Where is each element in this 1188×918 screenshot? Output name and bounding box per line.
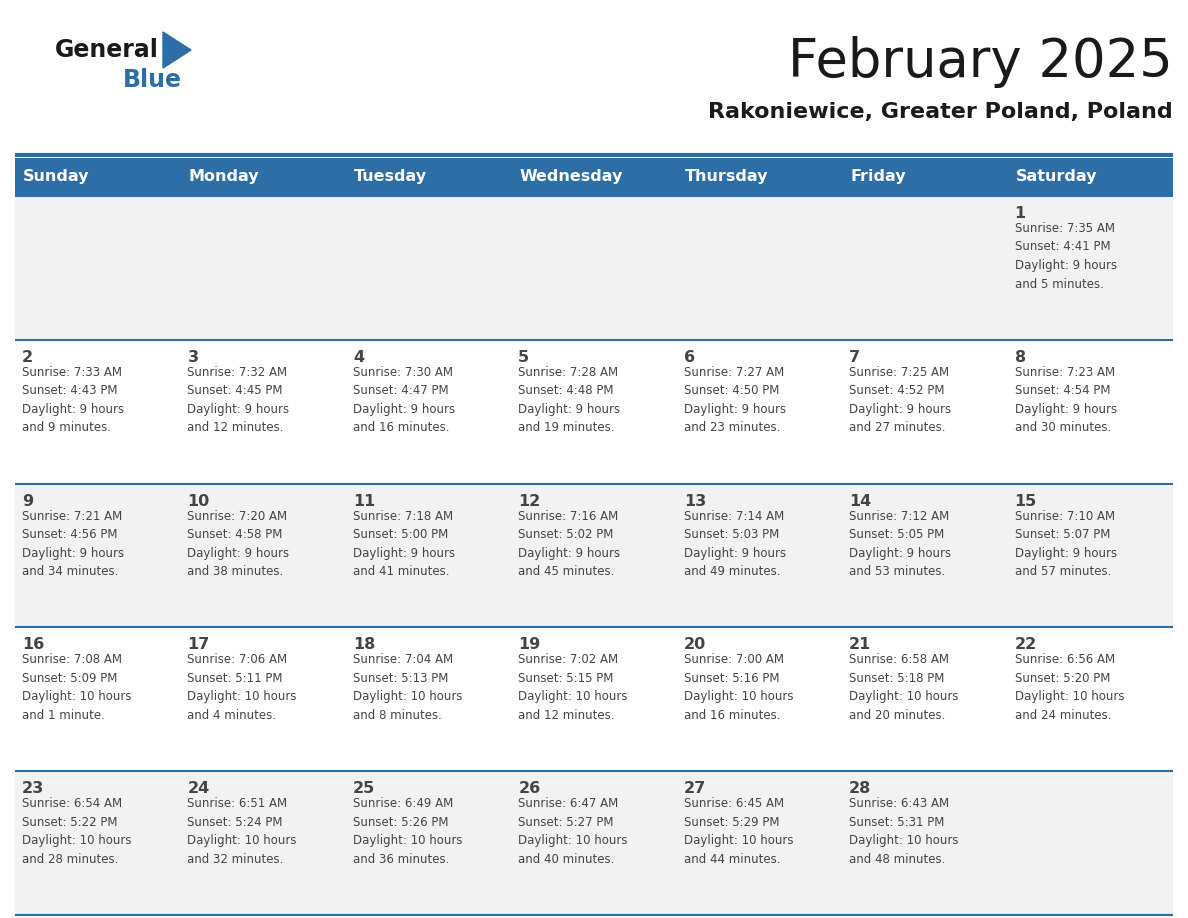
Text: 8: 8 [1015,350,1025,364]
Text: Sunrise: 7:14 AM
Sunset: 5:03 PM
Daylight: 9 hours
and 49 minutes.: Sunrise: 7:14 AM Sunset: 5:03 PM Dayligh… [684,509,785,578]
Text: Thursday: Thursday [684,170,769,185]
Text: Tuesday: Tuesday [354,170,426,185]
Text: Sunrise: 6:54 AM
Sunset: 5:22 PM
Daylight: 10 hours
and 28 minutes.: Sunrise: 6:54 AM Sunset: 5:22 PM Dayligh… [23,797,132,866]
Bar [1007,158,1173,196]
Text: 15: 15 [1015,494,1037,509]
Bar [511,158,677,196]
Text: 10: 10 [188,494,209,509]
Text: 18: 18 [353,637,375,653]
Text: Wednesday: Wednesday [519,170,623,185]
Text: Sunrise: 7:20 AM
Sunset: 4:58 PM
Daylight: 9 hours
and 38 minutes.: Sunrise: 7:20 AM Sunset: 4:58 PM Dayligh… [188,509,290,578]
Text: Rakoniewice, Greater Poland, Poland: Rakoniewice, Greater Poland, Poland [708,102,1173,122]
Bar [346,158,511,196]
Text: Sunrise: 7:21 AM
Sunset: 4:56 PM
Daylight: 9 hours
and 34 minutes.: Sunrise: 7:21 AM Sunset: 4:56 PM Dayligh… [23,509,124,578]
Text: 1: 1 [1015,206,1025,221]
Text: Sunrise: 7:27 AM
Sunset: 4:50 PM
Daylight: 9 hours
and 23 minutes.: Sunrise: 7:27 AM Sunset: 4:50 PM Dayligh… [684,365,785,434]
Text: Sunrise: 7:18 AM
Sunset: 5:00 PM
Daylight: 9 hours
and 41 minutes.: Sunrise: 7:18 AM Sunset: 5:00 PM Dayligh… [353,509,455,578]
Text: 13: 13 [684,494,706,509]
Text: Sunrise: 7:28 AM
Sunset: 4:48 PM
Daylight: 9 hours
and 19 minutes.: Sunrise: 7:28 AM Sunset: 4:48 PM Dayligh… [518,365,620,434]
Text: Saturday: Saturday [1016,170,1097,185]
Bar [677,158,842,196]
Text: 25: 25 [353,781,375,796]
Text: Sunrise: 7:04 AM
Sunset: 5:13 PM
Daylight: 10 hours
and 8 minutes.: Sunrise: 7:04 AM Sunset: 5:13 PM Dayligh… [353,654,462,722]
Text: 26: 26 [518,781,541,796]
Text: 6: 6 [684,350,695,364]
Text: 9: 9 [23,494,33,509]
Text: Sunrise: 6:45 AM
Sunset: 5:29 PM
Daylight: 10 hours
and 44 minutes.: Sunrise: 6:45 AM Sunset: 5:29 PM Dayligh… [684,797,794,866]
Text: 17: 17 [188,637,209,653]
Text: Sunday: Sunday [23,170,89,185]
Text: 16: 16 [23,637,44,653]
Text: General: General [55,38,159,62]
Text: Sunrise: 7:00 AM
Sunset: 5:16 PM
Daylight: 10 hours
and 16 minutes.: Sunrise: 7:00 AM Sunset: 5:16 PM Dayligh… [684,654,794,722]
Text: Sunrise: 6:43 AM
Sunset: 5:31 PM
Daylight: 10 hours
and 48 minutes.: Sunrise: 6:43 AM Sunset: 5:31 PM Dayligh… [849,797,959,866]
Text: Sunrise: 7:06 AM
Sunset: 5:11 PM
Daylight: 10 hours
and 4 minutes.: Sunrise: 7:06 AM Sunset: 5:11 PM Dayligh… [188,654,297,722]
Text: Sunrise: 6:47 AM
Sunset: 5:27 PM
Daylight: 10 hours
and 40 minutes.: Sunrise: 6:47 AM Sunset: 5:27 PM Dayligh… [518,797,627,866]
Text: Sunrise: 6:58 AM
Sunset: 5:18 PM
Daylight: 10 hours
and 20 minutes.: Sunrise: 6:58 AM Sunset: 5:18 PM Dayligh… [849,654,959,722]
Text: 28: 28 [849,781,871,796]
Text: Sunrise: 7:30 AM
Sunset: 4:47 PM
Daylight: 9 hours
and 16 minutes.: Sunrise: 7:30 AM Sunset: 4:47 PM Dayligh… [353,365,455,434]
Text: Sunrise: 7:12 AM
Sunset: 5:05 PM
Daylight: 9 hours
and 53 minutes.: Sunrise: 7:12 AM Sunset: 5:05 PM Dayligh… [849,509,952,578]
Bar [15,771,1173,915]
Bar [15,627,1173,771]
Text: 27: 27 [684,781,706,796]
Text: Sunrise: 7:33 AM
Sunset: 4:43 PM
Daylight: 9 hours
and 9 minutes.: Sunrise: 7:33 AM Sunset: 4:43 PM Dayligh… [23,365,124,434]
Text: Monday: Monday [189,170,259,185]
Text: Sunrise: 7:08 AM
Sunset: 5:09 PM
Daylight: 10 hours
and 1 minute.: Sunrise: 7:08 AM Sunset: 5:09 PM Dayligh… [23,654,132,722]
Text: 22: 22 [1015,637,1037,653]
Text: February 2025: February 2025 [789,36,1173,88]
Text: Sunrise: 7:32 AM
Sunset: 4:45 PM
Daylight: 9 hours
and 12 minutes.: Sunrise: 7:32 AM Sunset: 4:45 PM Dayligh… [188,365,290,434]
Text: Sunrise: 6:56 AM
Sunset: 5:20 PM
Daylight: 10 hours
and 24 minutes.: Sunrise: 6:56 AM Sunset: 5:20 PM Dayligh… [1015,654,1124,722]
Text: 24: 24 [188,781,209,796]
Text: 7: 7 [849,350,860,364]
Bar [15,340,1173,484]
Text: 23: 23 [23,781,44,796]
Polygon shape [163,32,191,68]
Text: Sunrise: 7:35 AM
Sunset: 4:41 PM
Daylight: 9 hours
and 5 minutes.: Sunrise: 7:35 AM Sunset: 4:41 PM Dayligh… [1015,222,1117,290]
Text: Sunrise: 7:16 AM
Sunset: 5:02 PM
Daylight: 9 hours
and 45 minutes.: Sunrise: 7:16 AM Sunset: 5:02 PM Dayligh… [518,509,620,578]
Bar [181,158,346,196]
Text: 14: 14 [849,494,871,509]
Text: Sunrise: 7:25 AM
Sunset: 4:52 PM
Daylight: 9 hours
and 27 minutes.: Sunrise: 7:25 AM Sunset: 4:52 PM Dayligh… [849,365,952,434]
Bar [15,196,1173,340]
Text: Blue: Blue [124,68,182,92]
Text: Friday: Friday [851,170,905,185]
Text: Sunrise: 6:49 AM
Sunset: 5:26 PM
Daylight: 10 hours
and 36 minutes.: Sunrise: 6:49 AM Sunset: 5:26 PM Dayligh… [353,797,462,866]
Text: Sunrise: 6:51 AM
Sunset: 5:24 PM
Daylight: 10 hours
and 32 minutes.: Sunrise: 6:51 AM Sunset: 5:24 PM Dayligh… [188,797,297,866]
Text: 11: 11 [353,494,375,509]
Bar [15,158,181,196]
Text: Sunrise: 7:23 AM
Sunset: 4:54 PM
Daylight: 9 hours
and 30 minutes.: Sunrise: 7:23 AM Sunset: 4:54 PM Dayligh… [1015,365,1117,434]
Text: 21: 21 [849,637,871,653]
Text: 2: 2 [23,350,33,364]
Bar [15,484,1173,627]
Text: 5: 5 [518,350,530,364]
Text: Sunrise: 7:02 AM
Sunset: 5:15 PM
Daylight: 10 hours
and 12 minutes.: Sunrise: 7:02 AM Sunset: 5:15 PM Dayligh… [518,654,627,722]
Text: Sunrise: 7:10 AM
Sunset: 5:07 PM
Daylight: 9 hours
and 57 minutes.: Sunrise: 7:10 AM Sunset: 5:07 PM Dayligh… [1015,509,1117,578]
Text: 3: 3 [188,350,198,364]
Text: 19: 19 [518,637,541,653]
Text: 20: 20 [684,637,706,653]
Text: 4: 4 [353,350,364,364]
Bar [842,158,1007,196]
Text: 12: 12 [518,494,541,509]
